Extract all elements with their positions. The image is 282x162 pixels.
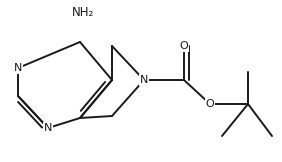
Text: O: O: [206, 99, 214, 109]
Text: NH₂: NH₂: [72, 6, 94, 18]
Text: N: N: [44, 123, 52, 133]
Text: N: N: [140, 75, 148, 85]
Text: O: O: [180, 41, 188, 51]
Text: N: N: [14, 63, 22, 73]
